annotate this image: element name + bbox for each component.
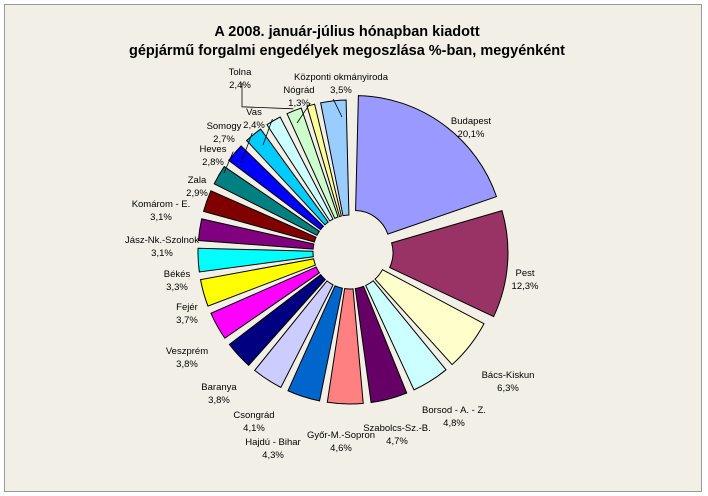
slice-bacs-kiskun — [374, 269, 485, 366]
leader-heves — [223, 151, 234, 174]
label-tolna: Tolna 2,4% — [229, 67, 252, 91]
slice-jasz-nk-szolnok — [197, 218, 315, 250]
slice-budapest — [355, 95, 498, 235]
label-gyor-m-sopron: Győr-M.-Sopron 4,6% — [307, 430, 375, 454]
slice-baranya — [228, 273, 326, 367]
slice-vas — [266, 116, 334, 222]
label-budapest: Budapest 20,1% — [451, 116, 492, 140]
slice-hajdu-bihar — [287, 285, 344, 402]
label-fejer: Fejér 3,7% — [176, 302, 198, 326]
leader-vas — [262, 118, 273, 146]
label-szabolcs-sz-b: Szabolcs-Sz.-B. 4,7% — [363, 423, 431, 447]
label-pest: Pest 12,3% — [512, 268, 539, 292]
pie-slices — [197, 95, 509, 405]
slice-zala — [213, 165, 321, 236]
chart-frame: A 2008. január-július hónapban kiadott g… — [4, 4, 702, 492]
label-borsod-a-z: Borsod - A. - Z. 4,8% — [422, 405, 486, 429]
leader-somogy — [240, 132, 253, 164]
slice-tolna — [286, 107, 339, 219]
slice-somogy — [245, 128, 329, 226]
slice-nograd — [306, 103, 342, 218]
label-jasz-nk-szolnok: Jász-Nk.-Szolnok 3,1% — [125, 235, 199, 259]
pie-chart: A 2008. január-július hónapban kiadott g… — [125, 24, 565, 461]
label-baranya: Baranya 3,8% — [201, 382, 237, 406]
label-nograd: Nógrád 1,3% — [283, 85, 314, 109]
slice-kozponti-okmanyiroda — [320, 99, 350, 217]
label-kozponti-okmanyiroda: Központi okmányiroda 3,5% — [294, 72, 389, 96]
chart-title-line2: gépjármű forgalmi engedélyek megoszlása … — [129, 43, 565, 59]
slice-bekes — [197, 247, 314, 273]
label-bacs-kiskun: Bács-Kiskun 6,3% — [482, 370, 535, 394]
label-komarom-e: Komárom - E. 3,1% — [132, 199, 191, 223]
data-labels: Budapest 20,1% Pest 12,3% Bács-Kiskun 6,3% Bor… — [125, 67, 539, 461]
slice-szabolcs-sz-b — [354, 285, 408, 404]
slice-gyor-m-sopron — [326, 288, 364, 405]
label-vas: Vas 2,4% — [243, 107, 265, 131]
leader-kozponti-okmanyiroda — [332, 98, 343, 118]
slice-fejer — [199, 258, 317, 307]
slice-csongrad — [253, 280, 334, 389]
label-zala: Zala 2,9% — [186, 175, 208, 199]
slice-borsod-a-z — [365, 280, 447, 391]
slice-komarom-e — [202, 190, 317, 243]
label-csongrad: Csongrád 4,1% — [233, 410, 274, 434]
label-veszprem: Veszprém 3,8% — [166, 346, 208, 370]
label-heves: Heves 2,8% — [200, 144, 227, 168]
slice-veszprem — [210, 266, 321, 339]
label-hajdu-bihar: Hajdú - Bihar 4,3% — [245, 437, 300, 461]
leader-lines — [223, 83, 343, 174]
chart-title-line1: A 2008. január-július hónapban kiadott — [214, 24, 480, 40]
label-bekes: Békés 3,3% — [164, 269, 191, 293]
leader-tolna — [241, 83, 294, 110]
slice-pest — [388, 210, 509, 318]
label-somogy: Somogy 2,7% — [207, 121, 242, 145]
leader-nograd — [296, 102, 311, 124]
